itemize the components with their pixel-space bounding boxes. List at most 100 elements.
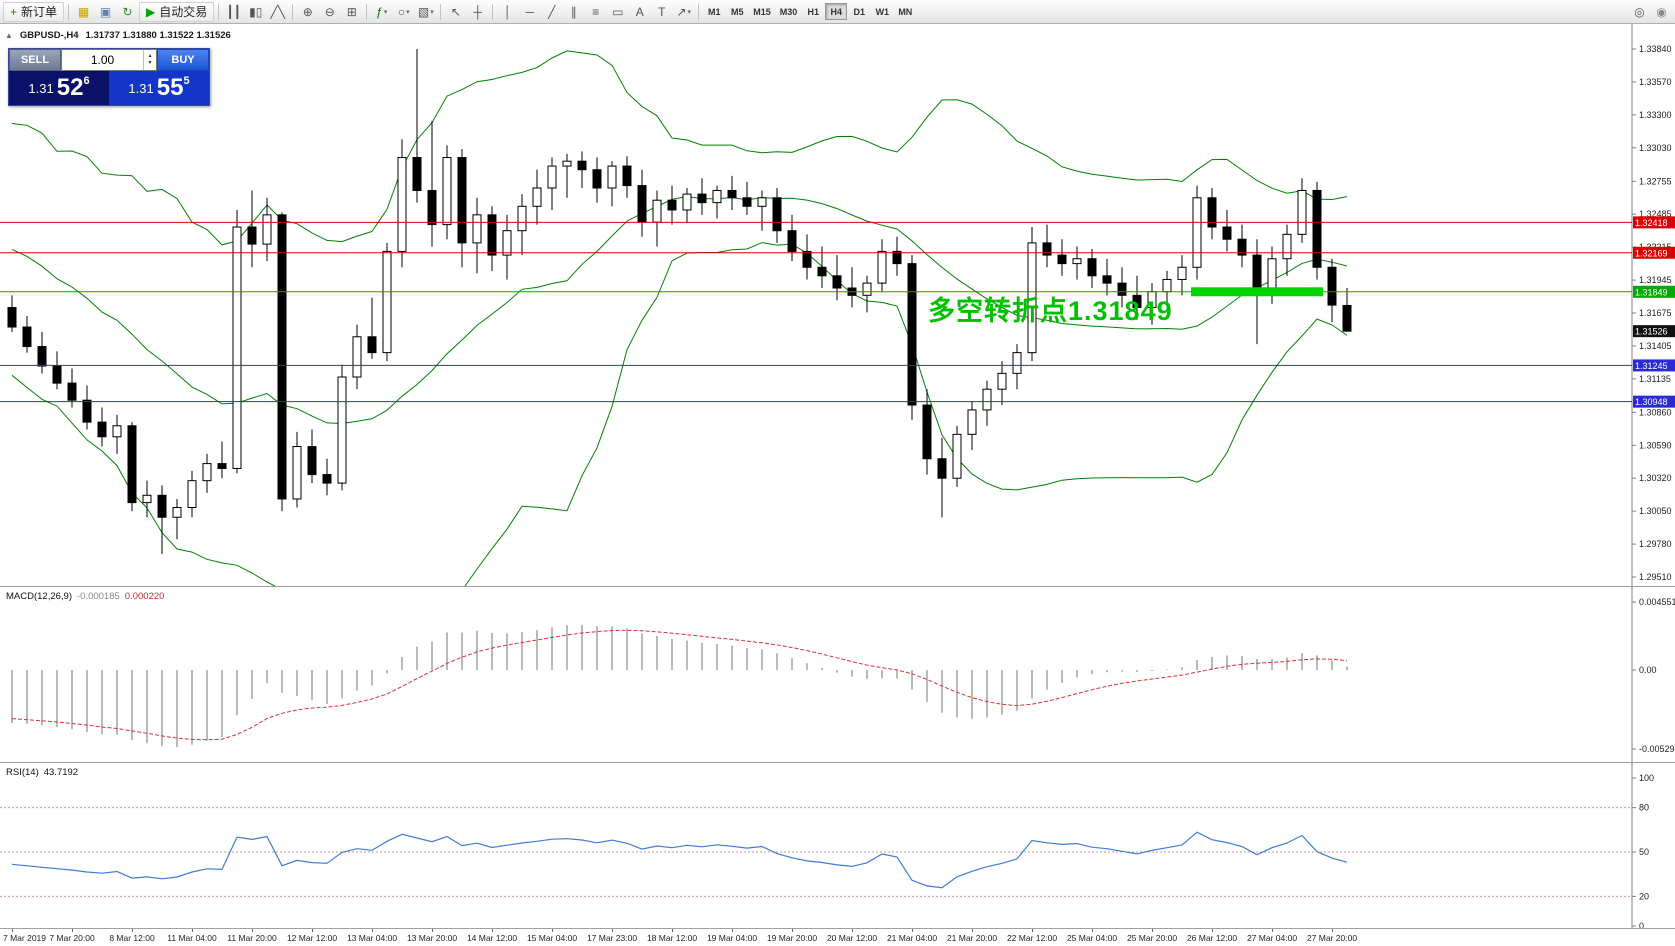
autotrading-button-label: 自动交易 <box>159 5 208 19</box>
svg-text:1.33300: 1.33300 <box>1639 110 1672 120</box>
search-icon[interactable]: ◎ <box>1629 2 1650 22</box>
zoom-in-icon[interactable]: ⊕ <box>297 2 318 22</box>
macd-signal-line <box>11 629 1348 741</box>
line-chart-icon[interactable]: ╱╲ <box>267 2 288 22</box>
time-tick <box>792 929 793 932</box>
text-icon[interactable]: A <box>629 2 650 22</box>
time-tick <box>1332 929 1333 932</box>
time-label: 14 Mar 12:00 <box>466 933 518 943</box>
crosshair-icon[interactable]: ┼ <box>467 2 488 22</box>
indicators-icon[interactable]: ƒ ▾ <box>371 2 392 22</box>
label-icon[interactable]: T <box>651 2 672 22</box>
timeframe-m5-button[interactable]: M5 <box>726 3 748 20</box>
bar-chart-icon[interactable]: ┃┃ <box>223 2 244 22</box>
volume-down-icon[interactable]: ▾ <box>148 60 152 66</box>
timeframe-d1-button-label: D1 <box>853 6 866 17</box>
time-label: 13 Mar 04:00 <box>346 933 398 943</box>
chart-title: ▲ GBPUSD-,H4 1.31737 1.31880 1.31522 1.3… <box>5 30 231 41</box>
time-axis: 7 Mar 2019 7 Mar 20:00 8 Mar 12:00 11 Mar 0… <box>0 928 1675 946</box>
fibonacci-icon-glyph: ≡ <box>592 4 600 19</box>
svg-text:80: 80 <box>1639 803 1649 813</box>
dropdown-caret-icon: ▾ <box>687 8 692 16</box>
autotrading-button[interactable]: ▶ 自动交易 <box>139 1 215 22</box>
sell-price[interactable]: 1.31 52 6 <box>9 71 109 105</box>
time-tick <box>852 929 853 932</box>
refresh-icon[interactable]: ↻ <box>117 2 138 22</box>
fibonacci-icon[interactable]: ≡ <box>585 2 606 22</box>
charts-grid-icon[interactable]: ▦ <box>73 2 94 22</box>
timeframe-w1-button[interactable]: W1 <box>871 3 893 20</box>
svg-text:1.31945: 1.31945 <box>1639 275 1672 285</box>
time-label: 25 Mar 04:00 <box>1066 933 1118 943</box>
time-label: 22 Mar 12:00 <box>1006 933 1058 943</box>
time-tick <box>192 929 193 932</box>
svg-text:1.32755: 1.32755 <box>1639 176 1672 186</box>
one-click-trading-panel: SELL 1.00 ▴ ▾ BUY 1.31 52 6 1.31 55 5 <box>8 48 210 106</box>
templates-icon[interactable]: ▧ ▾ <box>415 2 436 22</box>
timeframe-m15-button[interactable]: M15 <box>749 3 775 20</box>
svg-text:1.30320: 1.30320 <box>1639 473 1672 483</box>
macd-chart: 0.004551 0.00 -0.005295 <box>11 587 1675 763</box>
time-label: 20 Mar 12:00 <box>826 933 878 943</box>
horizontal-line-icon[interactable]: ─ <box>519 2 540 22</box>
tile-windows-icon[interactable]: ⊞ <box>341 2 362 22</box>
toolbar-separator <box>292 3 294 20</box>
volume-up-icon[interactable]: ▴ <box>148 53 152 60</box>
toolbar-separator <box>492 3 494 20</box>
new-order-button[interactable]: + 新订单 <box>3 1 65 22</box>
ohlc-values: 1.31737 1.31880 1.31522 1.31526 <box>85 30 231 41</box>
timeframe-m30-button[interactable]: M30 <box>776 3 802 20</box>
timeframe-h1-button[interactable]: H1 <box>802 3 824 20</box>
timeframe-m1-button[interactable]: M1 <box>703 3 725 20</box>
timeframe-d1-button[interactable]: D1 <box>848 3 870 20</box>
time-label: 18 Mar 12:00 <box>646 933 698 943</box>
sell-button[interactable]: SELL <box>9 49 61 71</box>
periods-icon-glyph: ○ <box>397 4 406 19</box>
svg-text:1.33030: 1.33030 <box>1639 143 1672 153</box>
pivot-annotation[interactable]: 多空转折点1.31849 <box>928 296 1173 326</box>
indicators-icon-glyph: ƒ <box>376 4 383 19</box>
toolbar: + 新订单 ▦ ▣ ↻ ▶ 自动交易 ┃┃ ▮▯ ╱╲ ⊕ ⊖ ⊞ ƒ ▾ ○ ▾ ▧ ▾ ↖ ┼ │ ─ ╱ ∥ ≡ ▭ A T ↗ ▾ M… <box>0 0 1675 24</box>
vertical-line-icon[interactable]: │ <box>497 2 518 22</box>
svg-text:1.33840: 1.33840 <box>1639 44 1672 54</box>
templates-icon-glyph: ▧ <box>417 4 430 19</box>
channel-icon[interactable]: ∥ <box>563 2 584 22</box>
time-label: 21 Mar 20:00 <box>946 933 998 943</box>
candlestick-chart-icon[interactable]: ▮▯ <box>245 2 266 22</box>
time-label: 17 Mar 23:00 <box>586 933 638 943</box>
price-badge: 1.32169 <box>1633 246 1675 259</box>
volume-value[interactable]: 1.00 <box>90 53 115 67</box>
timeframe-mn-button[interactable]: MN <box>894 3 916 20</box>
time-label: 11 Mar 20:00 <box>227 933 277 943</box>
svg-text:1.31405: 1.31405 <box>1639 341 1672 351</box>
time-label: 7 Mar 20:00 <box>49 933 95 943</box>
svg-text:1.31245: 1.31245 <box>1635 361 1668 371</box>
search-icon-glyph: ◎ <box>1634 4 1645 19</box>
periods-icon[interactable]: ○ ▾ <box>393 2 414 22</box>
community-icon[interactable]: ◉ <box>1651 2 1672 22</box>
bar-chart-icon-glyph: ┃┃ <box>226 4 241 19</box>
svg-text:1.32169: 1.32169 <box>1635 248 1668 258</box>
cursor-icon[interactable]: ↖ <box>445 2 466 22</box>
arrows-icon[interactable]: ↗ ▾ <box>673 2 694 22</box>
zoom-in-icon-glyph: ⊕ <box>302 4 313 19</box>
time-tick <box>1032 929 1033 932</box>
profile-icon[interactable]: ▣ <box>95 2 116 22</box>
buy-price[interactable]: 1.31 55 5 <box>109 71 209 105</box>
volume-spin[interactable]: ▴ ▾ <box>143 50 156 70</box>
volume-stepper[interactable]: 1.00 ▴ ▾ <box>61 49 157 71</box>
time-tick <box>312 929 313 932</box>
time-label: 13 Mar 20:00 <box>406 933 458 943</box>
autotrading-button-glyph: ▶ <box>146 4 156 19</box>
time-label: 8 Mar 12:00 <box>109 933 155 943</box>
timeframe-h4-button[interactable]: H4 <box>825 3 848 20</box>
rsi-title: RSI(14) 43.7192 <box>6 767 79 778</box>
zoom-out-icon[interactable]: ⊖ <box>319 2 340 22</box>
buy-button[interactable]: BUY <box>157 49 209 71</box>
shapes-icon[interactable]: ▭ <box>607 2 628 22</box>
collapse-panel-icon[interactable]: ▲ <box>5 31 13 40</box>
time-tick <box>552 929 553 932</box>
trendline-icon[interactable]: ╱ <box>541 2 562 22</box>
svg-text:1.30590: 1.30590 <box>1639 440 1672 450</box>
pivot-highlight-bar[interactable] <box>1191 287 1323 297</box>
